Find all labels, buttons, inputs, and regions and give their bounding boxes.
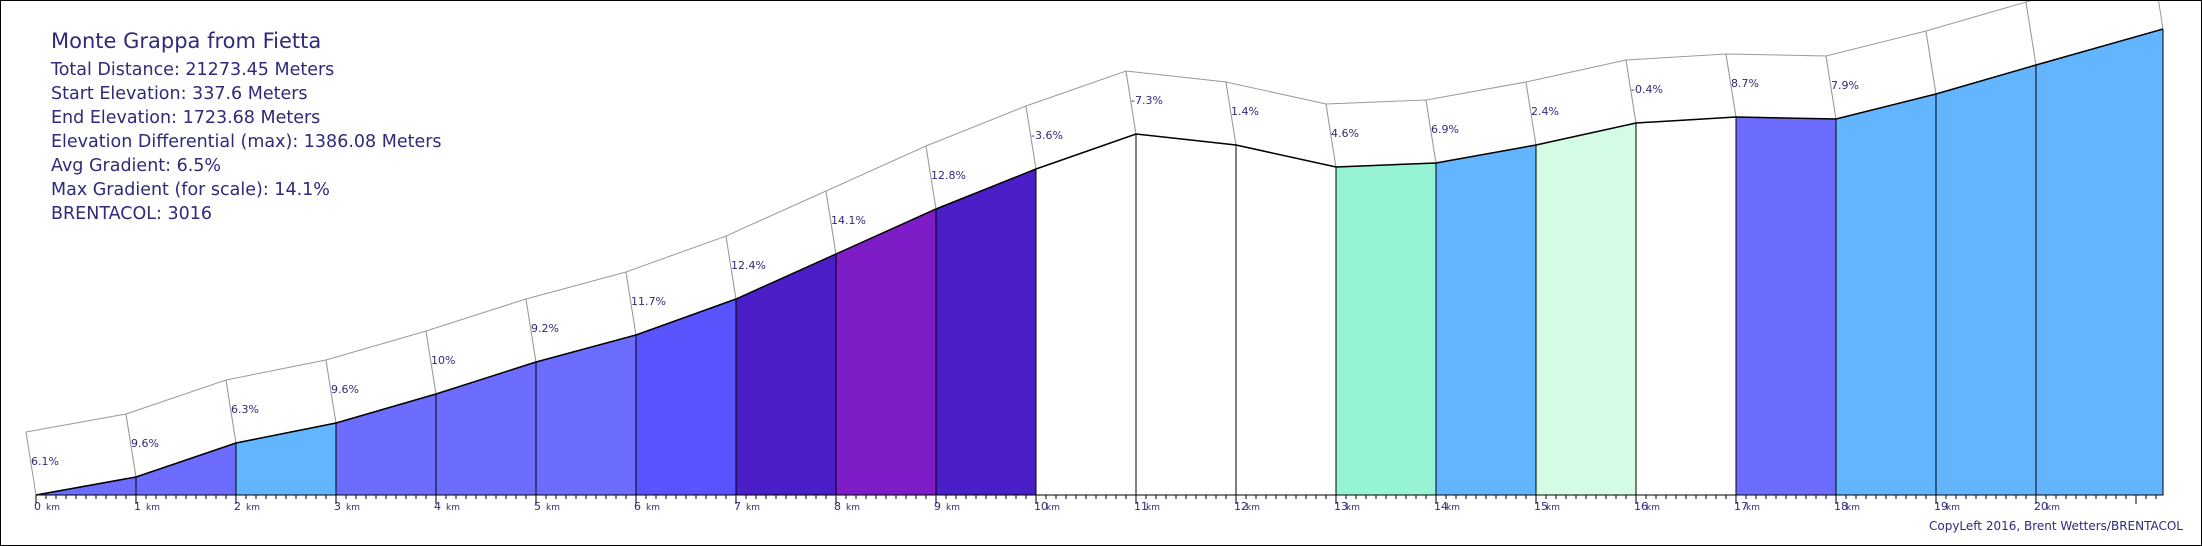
- max-gradient: Max Gradient (for scale): 14.1%: [51, 180, 330, 200]
- x-tick-label: 12: [1234, 500, 1248, 513]
- x-tick-label: 8: [834, 500, 841, 513]
- x-tick-label: 14: [1434, 500, 1448, 513]
- gradient-label: -3.6%: [1031, 129, 1063, 142]
- gradient-label: 14.1%: [831, 214, 866, 227]
- start-elevation: Start Elevation: 337.6 Meters: [51, 84, 308, 104]
- x-tick-unit: km: [1946, 503, 1960, 513]
- segment-fill: [1335, 162, 1437, 496]
- x-tick-unit: km: [346, 503, 360, 513]
- gradient-label: 1.4%: [1231, 105, 1259, 118]
- x-tick-label: 17: [1734, 500, 1748, 513]
- segment-fill: [2035, 28, 2164, 496]
- x-tick-label: 11: [1134, 500, 1148, 513]
- gradient-label: 9.2%: [531, 322, 559, 335]
- gradient-label: 9.6%: [331, 383, 359, 396]
- x-tick-label: 19: [1934, 500, 1948, 513]
- x-tick-unit: km: [846, 503, 860, 513]
- gradient-label: 6.3%: [231, 403, 259, 416]
- segment-fill: [1635, 116, 1737, 496]
- gradient-label: 6.9%: [1431, 123, 1459, 136]
- gradient-label: -7.3%: [1131, 94, 1163, 107]
- route-info-panel: Monte Grappa from Fietta Total Distance:…: [51, 29, 442, 226]
- x-tick-unit: km: [246, 503, 260, 513]
- x-tick-label: 10: [1034, 500, 1048, 513]
- x-tick-unit: km: [1046, 503, 1060, 513]
- x-tick-label: 0: [34, 500, 41, 513]
- gradient-label: 9.6%: [131, 437, 159, 450]
- x-tick-unit: km: [546, 503, 560, 513]
- brentacol-score: BRENTACOL: 3016: [51, 204, 213, 224]
- x-tick-label: 13: [1334, 500, 1348, 513]
- x-tick-unit: km: [1346, 503, 1360, 513]
- route-title: Monte Grappa from Fietta: [51, 29, 322, 53]
- x-tick-unit: km: [1646, 503, 1660, 513]
- x-tick-unit: km: [1846, 503, 1860, 513]
- x-tick-label: 15: [1534, 500, 1548, 513]
- segment-fill: [1435, 144, 1537, 496]
- x-tick-label: 9: [934, 500, 941, 513]
- segment-fill: [1735, 116, 1837, 496]
- segment-fill: [1135, 133, 1237, 496]
- gradient-label: 12.8%: [931, 169, 966, 182]
- gradient-label: 7.9%: [1831, 79, 1859, 92]
- x-tick-unit: km: [2046, 503, 2060, 513]
- elevation-surface-line: [35, 28, 2164, 496]
- x-tick-label: 7: [734, 500, 741, 513]
- x-tick-label: 3: [334, 500, 341, 513]
- segment-fill: [1535, 122, 1637, 496]
- x-tick-label: 2: [234, 500, 241, 513]
- end-elevation: End Elevation: 1723.68 Meters: [51, 108, 321, 128]
- x-tick-unit: km: [646, 503, 660, 513]
- x-tick-label: 16: [1634, 500, 1648, 513]
- x-tick-unit: km: [1546, 503, 1560, 513]
- x-tick-unit: km: [946, 503, 960, 513]
- segment-fill: [1935, 64, 2037, 496]
- x-tick-unit: km: [1746, 503, 1760, 513]
- x-tick-unit: km: [446, 503, 460, 513]
- x-tick-label: 18: [1834, 500, 1848, 513]
- x-tick-unit: km: [1146, 503, 1160, 513]
- x-tick-unit: km: [46, 503, 60, 513]
- x-tick-label: 1: [134, 500, 141, 513]
- gradient-label: 4.6%: [1331, 127, 1359, 140]
- elevation-differential: Elevation Differential (max): 1386.08 Me…: [51, 132, 442, 152]
- segment-top-face: [1125, 70, 1237, 146]
- gradient-label: 6.1%: [31, 455, 59, 468]
- total-distance: Total Distance: 21273.45 Meters: [51, 60, 335, 80]
- avg-gradient: Avg Gradient: 6.5%: [51, 156, 222, 176]
- x-tick-label: 4: [434, 500, 441, 513]
- segment-fill: [1835, 93, 1937, 496]
- gradient-label: 12.4%: [731, 259, 766, 272]
- segment-fill: [535, 334, 637, 496]
- x-tick-unit: km: [746, 503, 760, 513]
- x-tick-label: 5: [534, 500, 541, 513]
- gradient-label: 2.4%: [1531, 105, 1559, 118]
- segment-fill: [1235, 144, 1337, 496]
- gradient-label: -0.4%: [1631, 83, 1663, 96]
- segment-fill: [835, 208, 937, 496]
- x-tick-unit: km: [146, 503, 160, 513]
- segment-fill: [1035, 133, 1137, 496]
- gradient-label: 8.7%: [1731, 77, 1759, 90]
- segment-fill: [935, 168, 1037, 496]
- x-tick-unit: km: [1246, 503, 1260, 513]
- gradient-label: 10%: [431, 354, 455, 367]
- copyright-notice: CopyLeft 2016, Brent Wetters/BRENTACOL: [1928, 519, 2183, 533]
- x-tick-label: 6: [634, 500, 641, 513]
- x-tick-label: 20: [2034, 500, 2048, 513]
- gradient-label: 11.7%: [631, 295, 666, 308]
- x-tick-unit: km: [1446, 503, 1460, 513]
